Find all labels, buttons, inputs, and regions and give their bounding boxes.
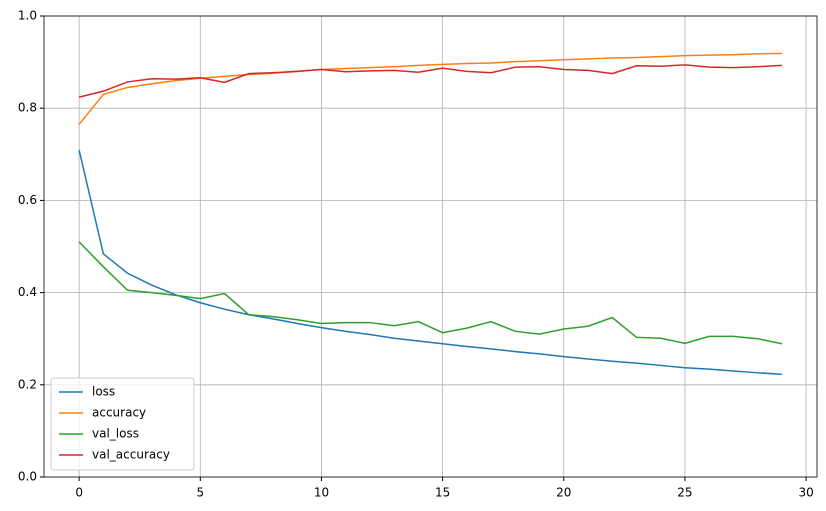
legend: loss accuracy val_loss val_accuracy — [50, 377, 195, 471]
x-tick-label: 10 — [314, 486, 329, 500]
legend-box — [50, 377, 195, 471]
y-tick-label: 0.6 — [18, 193, 37, 207]
x-tick-label: 20 — [556, 486, 571, 500]
line — [78, 149, 782, 375]
legend-label: accuracy — [92, 406, 146, 420]
x-tick-label: 30 — [798, 486, 813, 500]
x-tick-label: 25 — [677, 486, 692, 500]
legend-label: loss — [92, 385, 115, 399]
line — [78, 52, 782, 125]
y-tick-label: 1.0 — [18, 9, 37, 23]
x-tick-label: 5 — [196, 486, 204, 500]
legend-label: val_accuracy — [92, 448, 170, 462]
x-tick-label: 15 — [435, 486, 450, 500]
y-tick-label: 0.4 — [18, 285, 37, 299]
y-tick-label: 0.2 — [18, 377, 37, 391]
y-tick-label: 0.8 — [18, 101, 37, 115]
y-tick-label: 0.0 — [18, 470, 37, 484]
line — [78, 64, 782, 98]
x-tick-label: 0 — [75, 486, 83, 500]
legend-label: val_loss — [92, 427, 139, 441]
line — [78, 241, 783, 345]
axes-frame — [43, 15, 818, 478]
